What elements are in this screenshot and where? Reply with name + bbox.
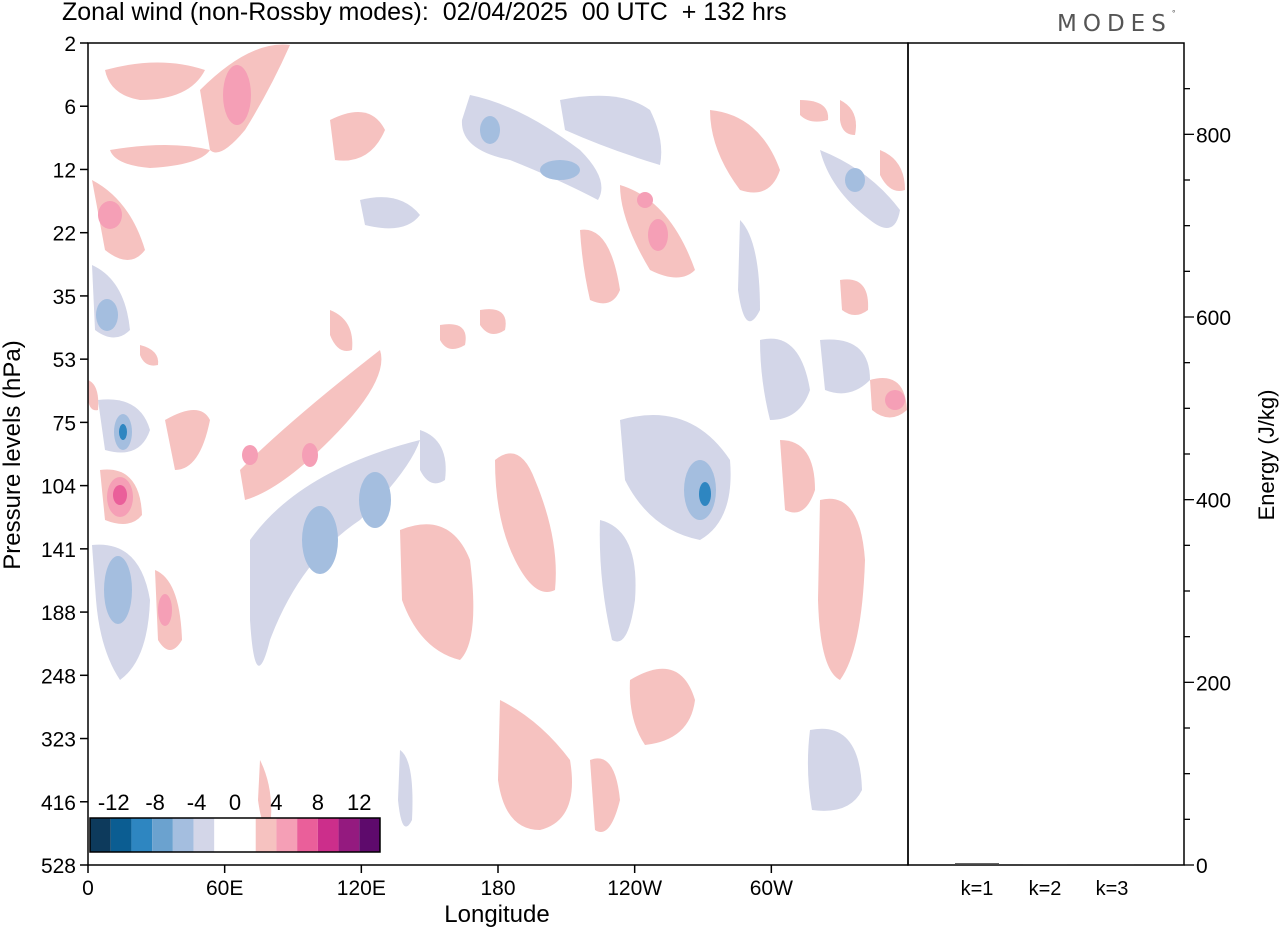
colorbar-swatch <box>193 818 215 852</box>
energy-tick-label: 600 <box>1196 307 1231 330</box>
colorbar: -12 -8 -4 0 4 8 12 <box>89 790 381 853</box>
bar-category-label: k=3 <box>1096 878 1129 900</box>
y-tick-label: 53 <box>53 349 76 372</box>
colorbar-swatch <box>317 818 339 852</box>
colorbar-swatch <box>359 818 380 852</box>
colorbar-label: -4 <box>187 790 207 815</box>
colorbar-swatch <box>152 818 173 852</box>
energy-panel-frame <box>907 42 1185 866</box>
colorbar-label: -8 <box>145 790 165 815</box>
y-tick-label: 528 <box>41 855 76 878</box>
y-tick-label: 35 <box>53 286 76 309</box>
colorbar-frame <box>89 817 381 853</box>
y-tick-label: 6 <box>64 96 76 119</box>
chart-title: Zonal wind (non-Rossby modes): 02/04/202… <box>62 0 787 26</box>
colorbar-swatch <box>131 818 153 852</box>
y-tick-label: 188 <box>41 602 76 625</box>
colorbar-swatch <box>276 818 298 852</box>
energy-tick-label: 200 <box>1196 672 1231 695</box>
energy-bar <box>955 863 999 865</box>
x-tick-label: 60W <box>750 877 793 900</box>
energy-bar <box>1023 864 1067 865</box>
y-tick-label: 416 <box>41 792 76 815</box>
colorbar-label: 12 <box>347 790 371 815</box>
colorbar-swatch <box>214 818 235 852</box>
energy-bars: k=1 k=2 k=3 <box>955 863 1134 900</box>
bar-category-label: k=1 <box>961 878 994 900</box>
colorbar-label: 4 <box>270 790 282 815</box>
x-tick-label: 0 <box>82 877 94 900</box>
colorbar-label: 8 <box>312 790 324 815</box>
positive-contours <box>88 44 907 832</box>
modes-logo: MODES° <box>1057 9 1176 37</box>
y-tick-label: 323 <box>41 729 76 752</box>
pressure-axis: 2 6 12 22 35 53 75 104 141 188 248 323 416 528 <box>41 33 88 878</box>
y-tick-label: 248 <box>41 665 76 688</box>
energy-axis: 0 200 400 600 800 <box>1184 88 1231 878</box>
energy-tick-label: 800 <box>1196 124 1231 147</box>
colorbar-label: -12 <box>98 790 130 815</box>
bar-category-label: k=2 <box>1029 878 1062 900</box>
y-tick-label: 12 <box>53 159 76 182</box>
colorbar-swatch <box>90 818 111 852</box>
y-tick-label: 104 <box>41 476 76 499</box>
energy-axis-label: Energy (J/kg) <box>1254 390 1279 521</box>
energy-bar <box>1090 864 1134 865</box>
x-tick-label: 120E <box>337 877 386 900</box>
colorbar-label: 0 <box>229 790 241 815</box>
y-tick-label: 141 <box>41 539 76 562</box>
y-tick-label: 22 <box>53 223 76 246</box>
colorbar-swatch <box>255 818 277 852</box>
y-axis-label: Pressure levels (hPa) <box>0 340 26 569</box>
x-axis-label: Longitude <box>444 901 549 928</box>
colorbar-swatch <box>297 818 318 852</box>
x-tick-label: 180 <box>480 877 515 900</box>
energy-tick-label: 0 <box>1196 855 1208 878</box>
colorbar-swatch <box>172 818 194 852</box>
contour-field <box>88 44 907 832</box>
colorbar-swatch <box>110 818 132 852</box>
colorbar-swatch <box>338 818 360 852</box>
energy-tick-label: 400 <box>1196 490 1231 513</box>
x-tick-label: 60E <box>206 877 243 900</box>
y-tick-label: 2 <box>64 33 76 56</box>
y-tick-label: 75 <box>53 412 76 435</box>
colorbar-swatch <box>235 818 256 852</box>
strong-contours <box>96 65 905 626</box>
longitude-axis: 0 60E 120E 180 120W 60W <box>82 865 793 900</box>
x-tick-label: 120W <box>607 877 662 900</box>
